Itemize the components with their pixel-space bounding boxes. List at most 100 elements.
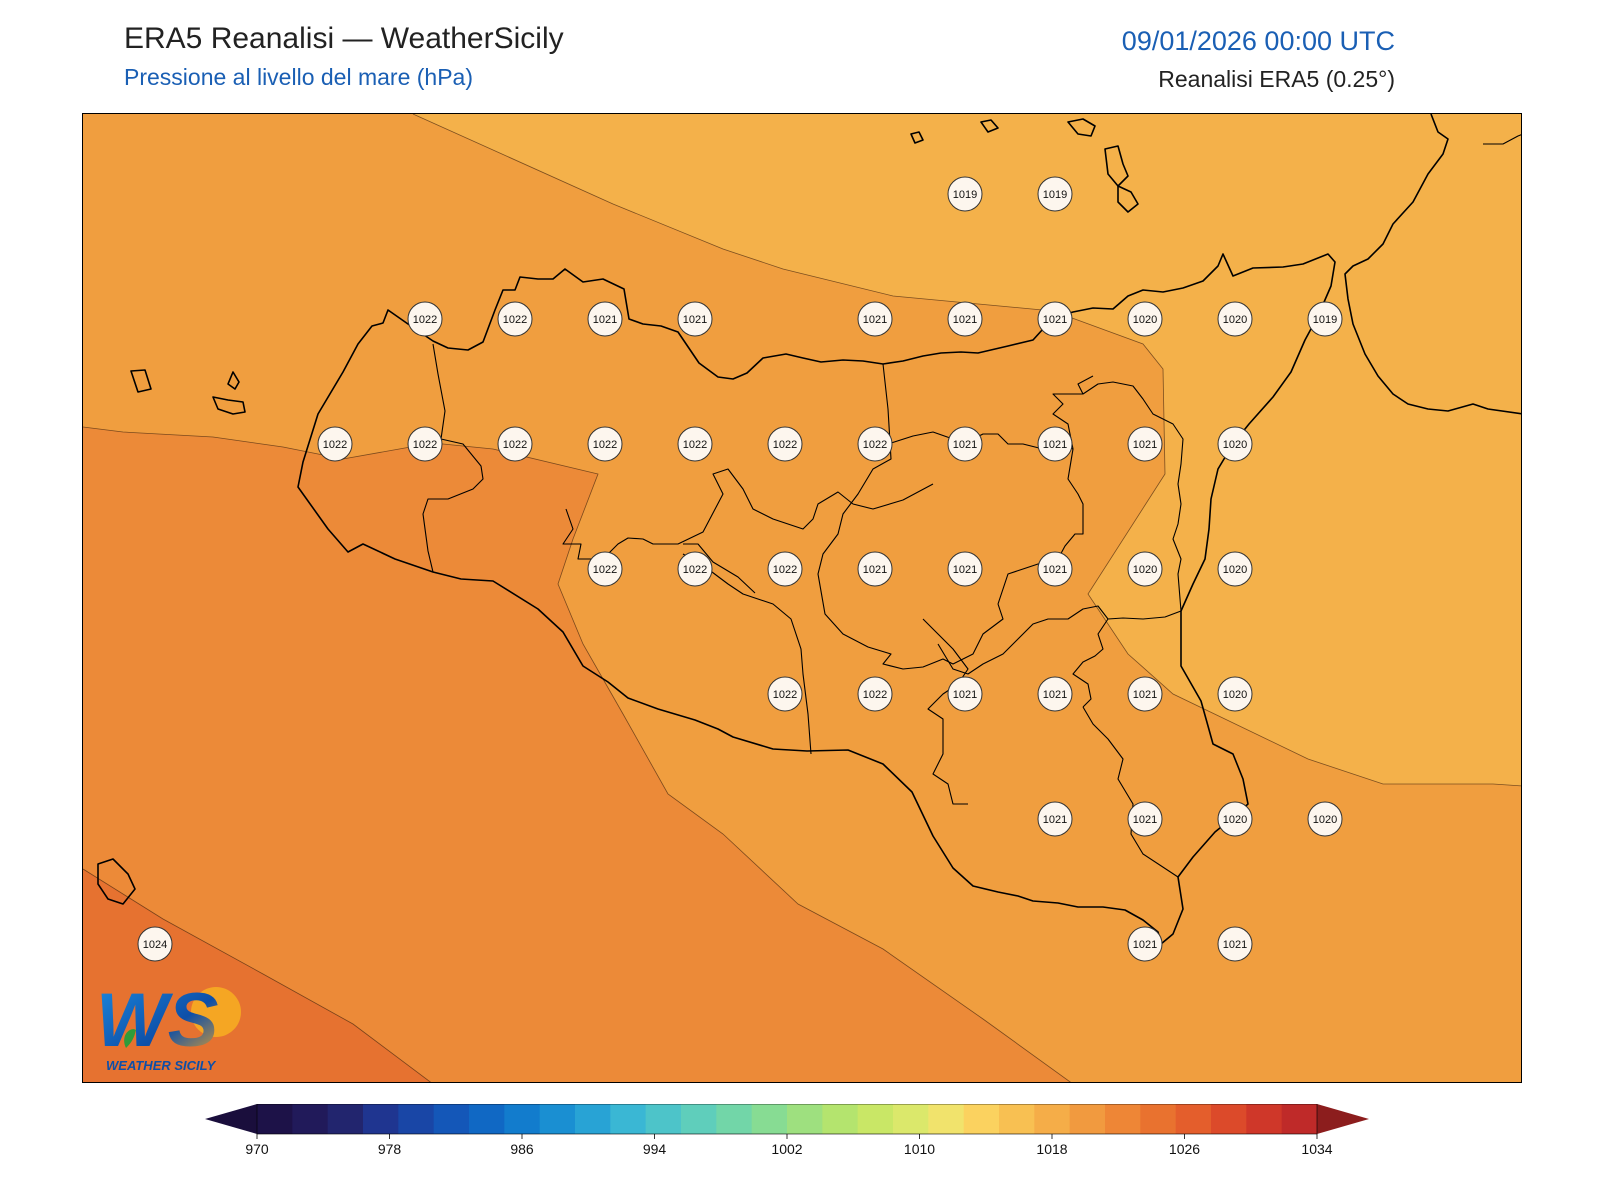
- colorbar-cell: [363, 1104, 399, 1134]
- station-circle: [1037, 801, 1073, 837]
- station-marker: 1021: [947, 676, 983, 712]
- colorbar-cell: [893, 1104, 929, 1134]
- colorbar-tick-label: 1010: [904, 1141, 935, 1157]
- station-pressure-value: 1020: [1133, 314, 1157, 326]
- colorbar-cell: [1211, 1104, 1247, 1134]
- leaf-icon: [124, 1029, 136, 1048]
- colorbar-cells: [257, 1104, 1318, 1134]
- logo-mark: WS: [96, 980, 218, 1063]
- valid-datetime: 09/01/2026 00:00 UTC: [1121, 26, 1395, 56]
- station-pressure-value: 1021: [1133, 814, 1157, 826]
- station-pressure-value: 1020: [1133, 564, 1157, 576]
- station-marker: 1021: [677, 301, 713, 337]
- station-circle: [1127, 301, 1163, 337]
- colorbar-cell: [504, 1104, 541, 1134]
- station-marker: 1021: [1127, 676, 1163, 712]
- station-pressure-value: 1021: [683, 314, 707, 326]
- station-circle: [1127, 551, 1163, 587]
- station-circle: [677, 301, 713, 337]
- station-pressure-value: 1022: [863, 439, 887, 451]
- station-circle: [1127, 676, 1163, 712]
- colorbar-cell: [292, 1104, 329, 1134]
- station-marker: 1021: [857, 551, 893, 587]
- station-marker: 1019: [1307, 301, 1343, 337]
- station-marker: 1020: [1217, 426, 1253, 462]
- colorbar-cell: [1140, 1104, 1177, 1134]
- station-pressure-value: 1022: [683, 439, 707, 451]
- station-circle: [1037, 301, 1073, 337]
- weathersicily-logo: WS WEATHER SICILY: [96, 978, 256, 1076]
- station-pressure-value: 1021: [1043, 564, 1067, 576]
- sun-icon: [191, 987, 241, 1037]
- station-marker: 1022: [497, 426, 533, 462]
- station-circle: [1037, 551, 1073, 587]
- station-pressure-value: 1021: [1133, 439, 1157, 451]
- colorbar-cell: [787, 1104, 823, 1134]
- station-pressure-value: 1021: [953, 314, 977, 326]
- station-marker: 1022: [767, 426, 803, 462]
- station-pressure-value: 1021: [953, 564, 977, 576]
- colorbar-cell: [1246, 1104, 1283, 1134]
- station-circle: [1217, 926, 1253, 962]
- colorbar-cell: [327, 1104, 364, 1134]
- island-marettimo: [130, 369, 152, 393]
- station-circle: [1037, 676, 1073, 712]
- station-pressure-value: 1021: [953, 439, 977, 451]
- station-marker: 1021: [947, 301, 983, 337]
- station-pressure-value: 1022: [773, 439, 797, 451]
- station-circle: [1307, 801, 1343, 837]
- station-circle: [497, 301, 533, 337]
- station-pressure-value: 1022: [683, 564, 707, 576]
- station-pressure-value: 1019: [1043, 189, 1067, 201]
- station-pressure-value: 1021: [863, 564, 887, 576]
- station-circle: [587, 301, 623, 337]
- station-pressure-value: 1021: [593, 314, 617, 326]
- station-marker: 1021: [1037, 301, 1073, 337]
- colorbar-cell: [469, 1104, 505, 1134]
- station-marker: 1020: [1217, 801, 1253, 837]
- station-marker: 1019: [947, 176, 983, 212]
- station-circle: [1037, 176, 1073, 212]
- station-pressure-value: 1020: [1223, 689, 1247, 701]
- station-circle: [857, 426, 893, 462]
- station-circle: [1307, 301, 1343, 337]
- colorbar-tick-label: 1018: [1036, 1141, 1067, 1157]
- station-marker: 1022: [677, 426, 713, 462]
- station-marker: 1021: [1127, 801, 1163, 837]
- colorbar-cell: [1281, 1104, 1318, 1134]
- station-pressure-value: 1022: [413, 439, 437, 451]
- station-marker: 1021: [857, 301, 893, 337]
- station-circle: [947, 301, 983, 337]
- station-marker: 1020: [1127, 551, 1163, 587]
- station-pressure-value: 1021: [1043, 814, 1067, 826]
- colorbar-tick-label: 978: [378, 1141, 402, 1157]
- station-pressure-value: 1022: [773, 564, 797, 576]
- station-circle: [587, 551, 623, 587]
- calabria-coastline: [1344, 114, 1521, 415]
- station-pressure-value: 1022: [593, 564, 617, 576]
- station-marker: 1022: [857, 676, 893, 712]
- station-pressure-value: 1020: [1223, 814, 1247, 826]
- colorbar-tick-label: 970: [245, 1141, 269, 1157]
- island-favignana: [212, 396, 246, 415]
- colorbar-tick-label: 986: [510, 1141, 534, 1157]
- station-circle: [1217, 426, 1253, 462]
- colorbar-cell: [257, 1104, 293, 1134]
- station-pressure-value: 1019: [953, 189, 977, 201]
- colorbar: 970 978 986 994 1002 1010 1018 1026 1034: [205, 1103, 1405, 1169]
- island-lipari: [1104, 145, 1129, 187]
- station-circle: [857, 551, 893, 587]
- station-circle: [857, 301, 893, 337]
- station-circle: [1217, 301, 1253, 337]
- station-pressure-value: 1021: [1133, 939, 1157, 951]
- station-marker: 1022: [407, 301, 443, 337]
- station-pressure-value: 1022: [593, 439, 617, 451]
- island-alicudi: [910, 131, 924, 144]
- map-subtitle: Pressione al livello del mare (hPa): [124, 64, 473, 90]
- station-circle: [947, 176, 983, 212]
- station-marker: 1020: [1307, 801, 1343, 837]
- colorbar-under-triangle: [205, 1104, 257, 1134]
- station-marker: 1021: [1037, 801, 1073, 837]
- station-pressure-value: 1021: [1043, 439, 1067, 451]
- station-circle: [1127, 801, 1163, 837]
